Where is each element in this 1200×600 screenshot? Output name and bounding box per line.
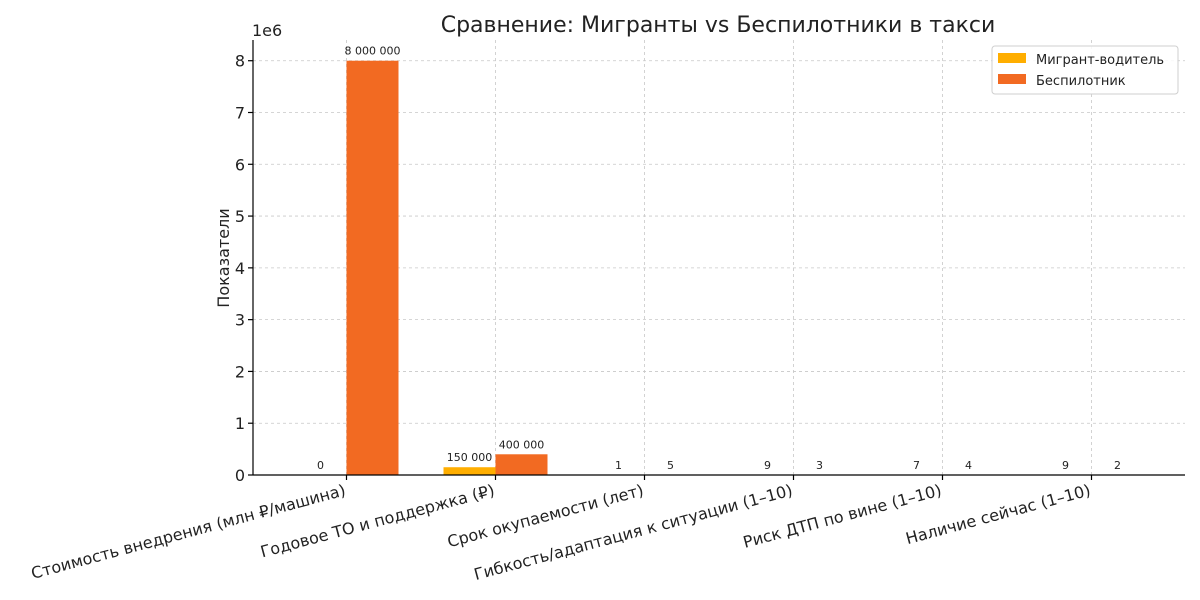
data-label: 9: [1062, 459, 1069, 472]
legend-label-drone: Беспилотник: [1036, 74, 1126, 89]
bar-drone: [346, 60, 399, 475]
data-label: 2: [1114, 459, 1121, 472]
legend-box: [991, 45, 1179, 95]
y-tick-label: 2: [235, 362, 245, 381]
y-tick-label: 5: [235, 207, 245, 226]
legend-label-migrant: Мигрант-водитель: [1036, 53, 1164, 68]
y-tick-label: 3: [235, 311, 245, 330]
legend-swatch-drone: [998, 74, 1026, 84]
bars: [346, 60, 1144, 475]
data-label: 9: [764, 459, 771, 472]
data-label: 8 000 000: [345, 45, 401, 58]
data-label: 4: [965, 459, 972, 472]
y-tick-label: 8: [235, 52, 245, 71]
data-label: 1: [615, 459, 622, 472]
chart-title: Сравнение: Мигранты vs Беспилотники в та…: [441, 13, 996, 38]
y-tick-label: 6: [235, 155, 245, 174]
data-label: 400 000: [499, 438, 545, 451]
data-label: 0: [317, 459, 324, 472]
y-tick-label: 0: [235, 466, 245, 485]
y-scale-label: 1e6: [252, 21, 282, 40]
y-tick-label: 7: [235, 104, 245, 123]
y-tick-label: 1: [235, 414, 245, 433]
legend: Мигрант-водитель Беспилотник: [991, 45, 1179, 95]
data-label: 7: [913, 459, 920, 472]
data-label: 5: [667, 459, 674, 472]
y-tick-label: 4: [235, 259, 245, 278]
data-labels: 0 150 000 1 9 7 9 8 000 000 400 000 5 3 4 2: [317, 45, 1121, 472]
bar-migrant: [443, 467, 496, 475]
y-axis-label: Показатели: [214, 208, 233, 307]
legend-swatch-migrant: [998, 53, 1026, 63]
data-label: 150 000: [447, 451, 493, 464]
data-label: 3: [816, 459, 823, 472]
bar-drone: [495, 454, 548, 475]
